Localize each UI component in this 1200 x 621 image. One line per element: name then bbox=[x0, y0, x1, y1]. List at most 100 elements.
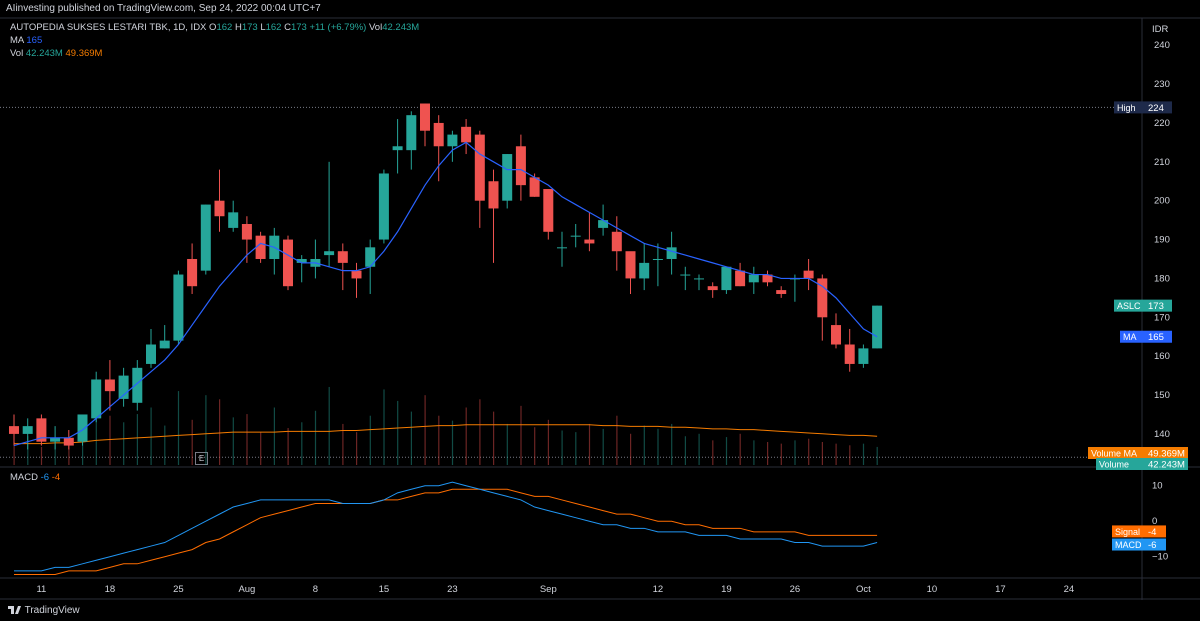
volume-label: Vol bbox=[10, 48, 24, 59]
candle-body bbox=[817, 278, 828, 318]
volume-bar bbox=[849, 445, 851, 465]
volume-bar bbox=[232, 417, 234, 465]
candle-body bbox=[351, 270, 362, 279]
volume-bar bbox=[342, 423, 344, 465]
ma-tag-value-bg bbox=[1142, 330, 1172, 343]
candle-body bbox=[187, 258, 198, 287]
candle-body bbox=[872, 305, 883, 349]
candle-body bbox=[803, 270, 814, 279]
price-tick-label: 220 bbox=[1154, 118, 1170, 129]
candle-body bbox=[570, 235, 581, 237]
ma-label: MA bbox=[10, 35, 24, 46]
volume-bar bbox=[808, 438, 810, 465]
volume-legend-row[interactable]: Vol 42.243M 49.369M bbox=[10, 47, 419, 60]
candle-body bbox=[447, 134, 458, 147]
candle-body bbox=[146, 344, 156, 364]
volume-bar bbox=[177, 391, 180, 465]
currency-label: IDR bbox=[1152, 24, 1169, 35]
signal-tag-label-bg bbox=[1112, 525, 1142, 538]
publisher-bar: AIinvesting published on TradingView.com… bbox=[0, 0, 1200, 18]
volume-bar bbox=[506, 423, 508, 465]
macd-tag-value: -6 bbox=[1148, 540, 1156, 551]
signal-tag-value: -4 bbox=[1148, 527, 1156, 538]
time-tick-label: 15 bbox=[379, 584, 390, 595]
volume-bar bbox=[630, 433, 632, 465]
macd-legend[interactable]: MACD -6 -4 bbox=[10, 472, 60, 483]
candle-body bbox=[652, 258, 663, 260]
volume-bar bbox=[123, 422, 125, 465]
candle-body bbox=[598, 220, 609, 228]
time-tick-label: 19 bbox=[721, 584, 732, 595]
time-tick-label: 24 bbox=[1064, 584, 1075, 595]
ma-legend-row[interactable]: MA 165 bbox=[10, 34, 419, 47]
aslc-tag-label-bg bbox=[1114, 299, 1142, 312]
volume-bar bbox=[27, 436, 29, 465]
candle-body bbox=[666, 247, 677, 259]
volume-bar bbox=[712, 440, 714, 465]
candle-body bbox=[474, 134, 485, 201]
volume-bar bbox=[465, 407, 467, 465]
candle-body bbox=[762, 274, 773, 283]
tradingview-logo[interactable]: TradingView bbox=[8, 604, 80, 616]
high-tag-label-bg bbox=[1114, 101, 1142, 114]
earnings-event-marker[interactable]: E bbox=[195, 452, 208, 465]
volume-bar bbox=[219, 399, 221, 465]
candle-body bbox=[625, 251, 636, 279]
candle-body bbox=[365, 247, 376, 267]
high-tag-label: High bbox=[1117, 103, 1136, 113]
candle-body bbox=[584, 239, 595, 244]
candle-body bbox=[324, 251, 335, 256]
time-tick-label: 26 bbox=[790, 584, 801, 595]
volume-bar bbox=[40, 446, 43, 465]
macd-tick-label: 0 bbox=[1152, 516, 1157, 527]
volume-bar bbox=[657, 428, 659, 465]
candle-body bbox=[680, 274, 691, 276]
candle-body bbox=[748, 274, 759, 283]
volume-bar bbox=[260, 432, 262, 465]
price-tick-label: 170 bbox=[1154, 312, 1170, 323]
volume-bar bbox=[301, 422, 303, 465]
volume-ma-value: 49.369M bbox=[65, 48, 103, 59]
candle-body bbox=[228, 212, 239, 228]
signal-tag-label: Signal bbox=[1115, 527, 1140, 537]
price-tick-label: 160 bbox=[1154, 351, 1170, 362]
time-tick-label: 25 bbox=[173, 584, 184, 595]
symbol-name[interactable]: AUTOPEDIA SUKSES LESTARI TBK, 1D, IDX bbox=[10, 22, 207, 33]
volume-bar bbox=[438, 415, 440, 465]
volume-bar bbox=[876, 446, 878, 465]
price-tick-label: 200 bbox=[1154, 196, 1170, 207]
macd-line bbox=[14, 481, 878, 572]
signal-tag-value-bg bbox=[1142, 525, 1166, 538]
open-label: O bbox=[209, 22, 217, 33]
candle-body bbox=[844, 344, 855, 364]
ma-line bbox=[13, 141, 878, 447]
volume-bar bbox=[205, 395, 207, 465]
candle-body bbox=[104, 379, 115, 392]
ma-value: 165 bbox=[26, 35, 43, 46]
volume-bar bbox=[835, 443, 837, 465]
volume-bar bbox=[767, 442, 769, 465]
candle-body bbox=[831, 325, 841, 345]
footer-bar: TradingView bbox=[0, 600, 1200, 621]
aslc-tag-label: ASLC bbox=[1117, 301, 1141, 311]
volume-bar bbox=[109, 415, 111, 465]
candle-body bbox=[77, 414, 88, 442]
volume-bar bbox=[575, 432, 577, 465]
aslc-tag-value: 173 bbox=[1148, 301, 1164, 312]
price-legend-row: AUTOPEDIA SUKSES LESTARI TBK, 1D, IDX O1… bbox=[10, 21, 419, 34]
volume-bar bbox=[191, 419, 193, 465]
high-label: H bbox=[234, 22, 242, 33]
candle-body bbox=[22, 426, 33, 434]
candle-body bbox=[420, 103, 430, 131]
candle-body bbox=[543, 189, 554, 232]
vol-label: Vol bbox=[369, 22, 383, 33]
time-tick-label: 12 bbox=[653, 584, 664, 595]
volume-bar bbox=[739, 433, 741, 465]
candle-body bbox=[63, 437, 74, 446]
volume-bar bbox=[616, 415, 618, 465]
time-tick-label: 23 bbox=[447, 584, 458, 595]
volume-tag-value-bg bbox=[1142, 458, 1188, 470]
macd-legend-value: -6 bbox=[40, 472, 50, 483]
candle-body bbox=[159, 340, 170, 349]
